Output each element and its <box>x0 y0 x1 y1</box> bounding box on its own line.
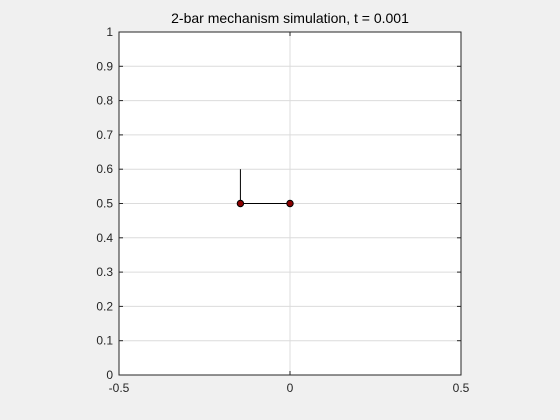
joint-marker <box>286 199 294 208</box>
y-tick-label: 1 <box>106 25 113 39</box>
x-tick-label: -0.5 <box>109 381 130 395</box>
y-tick-label: 0.7 <box>96 128 113 142</box>
y-tick-label: 0.4 <box>96 231 113 245</box>
plot-data-layer <box>236 169 294 208</box>
y-tick-label: 0.2 <box>96 299 113 313</box>
y-tick-label: 0.8 <box>96 94 113 108</box>
y-tick-label: 0.1 <box>96 334 113 348</box>
y-tick-label: 0.3 <box>96 265 113 279</box>
chart-title: 2-bar mechanism simulation, t = 0.001 <box>171 10 409 26</box>
y-tick-label: 0.5 <box>96 197 113 211</box>
x-tick-label: 0 <box>287 381 294 395</box>
tick-layer: -0.5 0 0.500.10.20.30.40.50.60.70.80.91 <box>96 25 469 395</box>
y-tick-label: 0 <box>106 368 113 382</box>
joint-marker <box>236 199 245 208</box>
y-tick-label: 0.9 <box>96 59 113 73</box>
y-tick-label: 0.6 <box>96 162 113 176</box>
x-tick-label: 0.5 <box>453 381 470 395</box>
